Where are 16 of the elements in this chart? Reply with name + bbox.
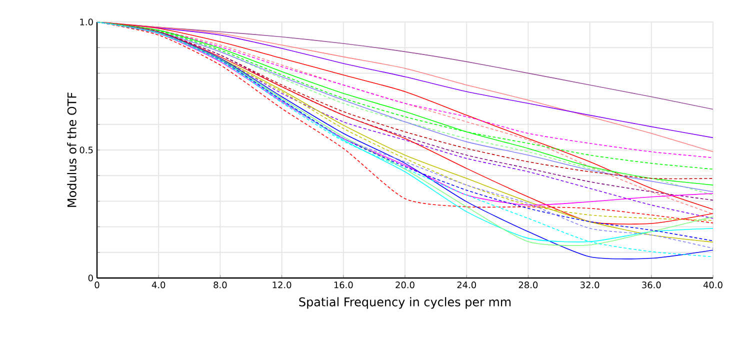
y-tick-label: 0.5 (80, 146, 93, 154)
y-tick-label: 1.0 (80, 18, 93, 26)
y-tick-label: 0 (88, 274, 93, 282)
x-tick-label: 36.0 (642, 282, 661, 288)
x-tick-label: 8.0 (214, 282, 227, 288)
x-tick-label: 32.0 (580, 282, 600, 288)
x-tick-label: 4.0 (152, 282, 166, 288)
x-tick-label: 28.0 (518, 282, 538, 288)
x-tick-label: 20.0 (396, 282, 414, 288)
x-tick-label: 12.0 (272, 282, 292, 288)
x-tick-label: 24.0 (457, 282, 476, 288)
x-tick-label: 16.0 (334, 282, 353, 288)
x-tick-label: 0 (94, 282, 100, 288)
x-axis-title: Spatial Frequency in cycles per mm (299, 297, 511, 309)
x-tick-label: 40.0 (703, 282, 722, 288)
y-axis-title: Modulus of the OTF (67, 92, 76, 207)
